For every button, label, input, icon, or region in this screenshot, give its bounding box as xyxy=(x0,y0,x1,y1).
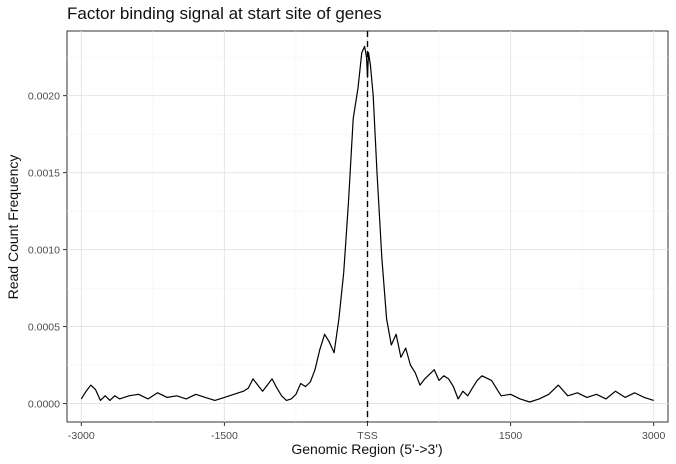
x-tick-label: 1500 xyxy=(499,430,523,442)
chart-title: Factor binding signal at start site of g… xyxy=(67,4,382,23)
signal-line xyxy=(80,45,654,403)
y-tick-label: 0.0020 xyxy=(28,91,60,103)
ticks-layer: -3000 -1500 TSS 1500 3000 0.0000 0.0005 0.0010 0… xyxy=(28,91,666,442)
y-tick-label: 0.0005 xyxy=(28,322,60,334)
y-tick-label: 0.0000 xyxy=(28,399,60,411)
y-tick-label: 0.0015 xyxy=(28,168,60,180)
series-layer xyxy=(80,45,654,403)
x-axis-title: Genomic Region (5'->3') xyxy=(291,441,442,457)
x-tick-label: TSS xyxy=(357,430,377,442)
x-tick-label: 3000 xyxy=(642,430,666,442)
x-tick-label: -3000 xyxy=(68,430,95,442)
y-tick-label: 0.0010 xyxy=(28,245,60,257)
y-axis-title: Read Count Frequency xyxy=(5,155,21,300)
x-tick-label: -1500 xyxy=(211,430,238,442)
